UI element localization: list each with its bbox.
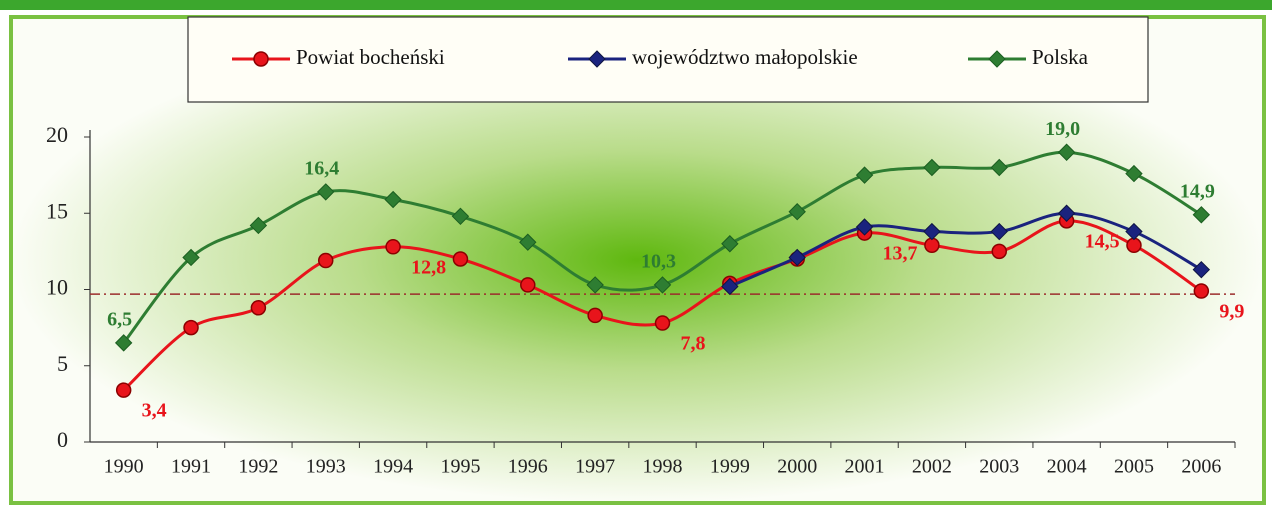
data-point [855, 166, 874, 184]
data-point [452, 251, 469, 267]
x-tick-label: 2004 [1047, 456, 1087, 478]
x-tick-label: 1994 [373, 456, 413, 478]
x-tick-label: 1999 [710, 456, 750, 478]
data-label: 19,0 [1045, 118, 1080, 140]
x-tick-label: 1993 [306, 456, 346, 478]
data-point [1057, 143, 1076, 161]
data-point [317, 183, 335, 201]
data-point [115, 382, 132, 398]
data-point [923, 158, 941, 177]
data-point [114, 334, 133, 352]
data-point [1126, 237, 1142, 254]
data-point [451, 207, 470, 226]
x-tick-label: 1998 [643, 456, 683, 478]
x-tick-label: 2000 [777, 456, 817, 478]
data-point [721, 235, 739, 253]
data-label: 13,7 [883, 243, 918, 265]
data-point [653, 276, 672, 294]
data-label: 14,9 [1180, 180, 1215, 202]
data-point [183, 319, 199, 336]
data-label: 6,5 [107, 308, 132, 330]
x-tick-label: 2003 [979, 456, 1019, 478]
data-label: 7,8 [681, 333, 706, 355]
data-point [317, 252, 334, 269]
data-point [788, 248, 806, 267]
x-tick-label: 1991 [171, 456, 211, 478]
data-point [249, 216, 268, 235]
data-point [990, 158, 1008, 177]
data-point [1192, 260, 1211, 279]
data-label: 10,3 [641, 251, 676, 273]
data-point [384, 190, 402, 209]
data-point [855, 218, 874, 236]
data-label: 3,4 [142, 400, 167, 422]
data-point [182, 248, 200, 267]
data-point [924, 237, 940, 254]
data-point [1057, 204, 1076, 222]
x-tick-label: 1997 [575, 456, 615, 478]
data-point [586, 276, 604, 294]
y-tick-label: 5 [57, 351, 68, 376]
y-tick-label: 15 [46, 198, 68, 223]
data-point [654, 315, 671, 331]
legend-label: województwo małopolskie [632, 45, 858, 69]
data-point [250, 300, 267, 316]
data-point [1125, 164, 1143, 183]
y-tick-label: 20 [46, 122, 68, 147]
data-point [519, 233, 537, 251]
x-tick-label: 1996 [508, 456, 548, 478]
data-point [587, 307, 603, 324]
x-tick-label: 2005 [1114, 456, 1154, 478]
data-point [991, 243, 1008, 260]
x-tick-label: 2001 [845, 456, 885, 478]
x-tick-label: 1990 [104, 456, 144, 478]
x-tick-label: 1992 [238, 456, 278, 478]
data-point [1192, 206, 1211, 224]
data-point [1125, 222, 1143, 241]
data-label: 9,9 [1219, 301, 1244, 323]
data-point [520, 277, 536, 293]
data-point [1193, 283, 1210, 299]
data-label: 14,5 [1085, 230, 1120, 252]
legend-label: Polska [1032, 45, 1089, 69]
series-line [729, 211, 1203, 288]
data-label: 16,4 [304, 157, 339, 179]
x-tick-label: 2002 [912, 456, 952, 478]
header-strip [0, 0, 1272, 10]
x-tick-label: 2006 [1181, 456, 1221, 478]
data-point [990, 222, 1008, 241]
data-label: 12,8 [411, 256, 446, 278]
y-tick-label: 10 [46, 275, 68, 300]
legend-label: Powiat bocheński [296, 45, 445, 69]
legend-marker [588, 50, 606, 68]
legend-marker [988, 50, 1006, 68]
data-point [385, 239, 401, 255]
data-point [788, 203, 806, 221]
y-tick-label: 0 [57, 427, 68, 452]
legend-marker [253, 51, 269, 67]
data-point [923, 222, 941, 241]
data-point [721, 277, 739, 296]
x-tick-label: 1995 [440, 456, 480, 478]
